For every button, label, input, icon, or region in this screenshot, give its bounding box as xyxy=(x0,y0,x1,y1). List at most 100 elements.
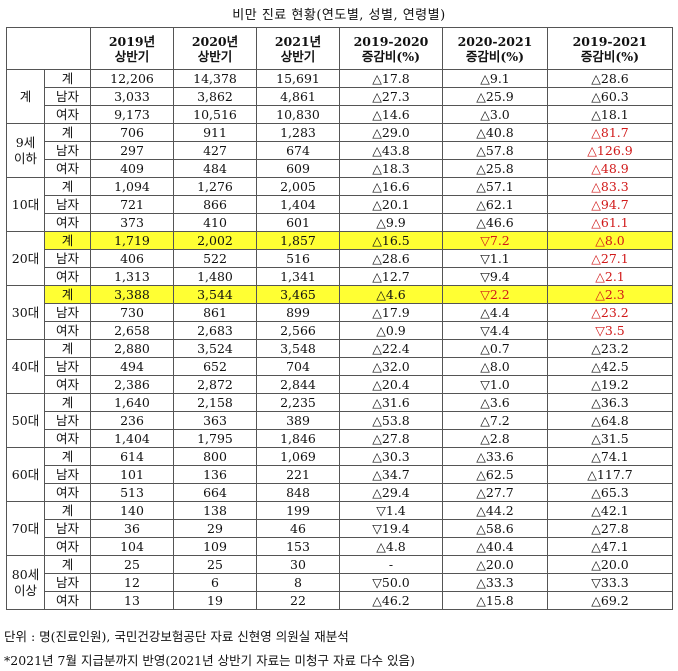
change-2019-2021: △60.3 xyxy=(547,87,673,106)
count-2019: 12,206 xyxy=(90,69,174,88)
header-change-2019-2020: 2019-2020 증감비(%) xyxy=(339,27,443,70)
change-2020-2021: △20.0 xyxy=(442,555,548,574)
change-2019-2021: △64.8 xyxy=(547,411,673,430)
change-2020-2021: △8.0 xyxy=(442,357,548,376)
gender-label: 여자 xyxy=(44,267,91,286)
change-2019-2020: △22.4 xyxy=(339,339,443,358)
change-2019-2021: △23.2 xyxy=(547,303,673,322)
table-row: 80세 이상 계 25 25 30- △20.0 △20.0 xyxy=(6,555,673,610)
table-row: 여자 373 410 601 △9.9 △46.6 △61.1 xyxy=(7,213,673,232)
change-2019-2021: ▽3.5 xyxy=(547,321,673,340)
age-group-label: 80세 이상 xyxy=(6,555,45,610)
count-2019: 13 xyxy=(90,591,174,610)
gender-label: 계 xyxy=(44,69,91,88)
change-2019-2021: △48.9 xyxy=(547,159,673,178)
change-2019-2021: △36.3 xyxy=(547,393,673,412)
table-row: 10대 계 1,094 1,276 2,005 △16.6 △57.1 △83.3 xyxy=(6,177,673,232)
change-2019-2020: △4.8 xyxy=(339,537,443,556)
count-2019: 1,719 xyxy=(90,231,174,250)
count-2019: 297 xyxy=(90,141,174,160)
change-2019-2021: △81.7 xyxy=(547,123,673,142)
count-2019: 9,173 xyxy=(90,105,174,124)
change-2020-2021: △0.7 xyxy=(442,339,548,358)
count-2020: 3,544 xyxy=(173,285,257,304)
header-2019: 2019년 상반기 xyxy=(90,27,174,70)
count-2021: 4,861 xyxy=(256,87,340,106)
change-2019-2021: △126.9 xyxy=(547,141,673,160)
change-2020-2021: ▽4.4 xyxy=(442,321,548,340)
count-2021: 704 xyxy=(256,357,340,376)
count-2020: 427 xyxy=(173,141,257,160)
gender-label: 남자 xyxy=(44,411,91,430)
count-2021: 516 xyxy=(256,249,340,268)
change-2019-2021: △117.7 xyxy=(547,465,673,484)
change-2019-2020: △0.9 xyxy=(339,321,443,340)
table-row: 60대 계 614 800 1,069 △30.3 △33.6 △74.1 xyxy=(6,447,673,502)
gender-label: 여자 xyxy=(44,537,91,556)
count-2021: 2,005 xyxy=(256,177,340,196)
change-2020-2021: △57.1 xyxy=(442,177,548,196)
change-2019-2020: ▽1.4 xyxy=(339,501,443,520)
count-2019: 2,880 xyxy=(90,339,174,358)
footnote-unit: 단위 : 명(진료인원), 국민건강보험공단 자료 신현영 의원실 재분석 xyxy=(4,629,349,644)
change-2020-2021: △25.8 xyxy=(442,159,548,178)
count-2021: 2,844 xyxy=(256,375,340,394)
gender-label: 남자 xyxy=(44,87,91,106)
count-2019: 730 xyxy=(90,303,174,322)
count-2020: 1,276 xyxy=(173,177,257,196)
gender-label: 남자 xyxy=(44,465,91,484)
change-2020-2021: △3.6 xyxy=(442,393,548,412)
table-row: 남자 297 427 674 △43.8 △57.8 △126.9 xyxy=(7,141,673,160)
table-row: 여자 409 484 609 △18.3 △25.8 △48.9 xyxy=(7,159,673,178)
table-row: 남자 101 136 221 △34.7 △62.5 △117.7 xyxy=(7,465,673,484)
gender-label: 남자 xyxy=(44,519,91,538)
change-2019-2020: △20.1 xyxy=(339,195,443,214)
change-2019-2020: △27.3 xyxy=(339,87,443,106)
change-2019-2021: △23.2 xyxy=(547,339,673,358)
change-2019-2021: △69.2 xyxy=(547,591,673,610)
change-2020-2021: △9.1 xyxy=(442,69,548,88)
count-2019: 2,658 xyxy=(90,321,174,340)
count-2021: 674 xyxy=(256,141,340,160)
table-row: 여자 1,313 1,480 1,341 △12.7 ▽9.4 △2.1 xyxy=(7,267,673,286)
header-empty xyxy=(6,27,91,70)
table-row: 30대 계 3,388 3,544 3,465 △4.6 ▽2.2 △2.3 xyxy=(6,285,673,340)
count-2021: 15,691 xyxy=(256,69,340,88)
change-2019-2021: △83.3 xyxy=(547,177,673,196)
count-2021: 1,283 xyxy=(256,123,340,142)
count-2021: 10,830 xyxy=(256,105,340,124)
gender-label: 남자 xyxy=(44,573,91,592)
age-group-label: 40대 xyxy=(6,339,45,394)
age-group-label: 10대 xyxy=(6,177,45,232)
obesity-table: 2019년 상반기 2020년 상반기 2021년 상반기 2019-2020 증감비(… xyxy=(6,27,673,610)
change-2019-2020: △14.6 xyxy=(339,105,443,124)
count-2019: 1,094 xyxy=(90,177,174,196)
count-2021: 153 xyxy=(256,537,340,556)
gender-label: 계 xyxy=(44,123,91,142)
count-2019: 1,404 xyxy=(90,429,174,448)
table-row: 남자 236 363 389 △53.8 △7.2 △64.8 xyxy=(7,411,673,430)
count-2020: 2,872 xyxy=(173,375,257,394)
count-2020: 6 xyxy=(173,573,257,592)
change-2020-2021: △46.6 xyxy=(442,213,548,232)
table-row: 50대 계 1,640 2,158 2,235 △31.6 △3.6 △36.3 xyxy=(6,393,673,448)
count-2021: 1,069 xyxy=(256,447,340,466)
table-row: 남자 721 866 1,404 △20.1 △62.1 △94.7 xyxy=(7,195,673,214)
change-2020-2021: △62.1 xyxy=(442,195,548,214)
count-2021: 389 xyxy=(256,411,340,430)
change-2019-2020: △28.6 xyxy=(339,249,443,268)
change-2019-2021: △94.7 xyxy=(547,195,673,214)
change-2019-2021: △74.1 xyxy=(547,447,673,466)
count-2021: 1,404 xyxy=(256,195,340,214)
gender-label: 여자 xyxy=(44,483,91,502)
count-2021: 609 xyxy=(256,159,340,178)
count-2019: 104 xyxy=(90,537,174,556)
change-2020-2021: △2.8 xyxy=(442,429,548,448)
count-2021: 899 xyxy=(256,303,340,322)
count-2021: 30 xyxy=(256,555,340,574)
header-2021: 2021년 상반기 xyxy=(256,27,340,70)
gender-label: 계 xyxy=(44,555,91,574)
change-2020-2021: △58.6 xyxy=(442,519,548,538)
change-2019-2021: △20.0 xyxy=(547,555,673,574)
gender-label: 여자 xyxy=(44,591,91,610)
